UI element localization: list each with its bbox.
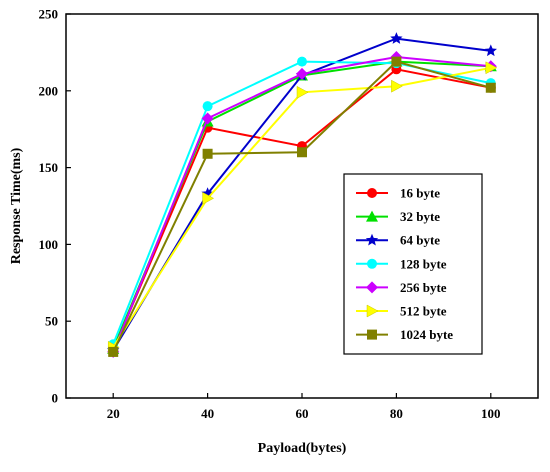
y-tick-label: 100 bbox=[39, 237, 59, 252]
x-tick-label: 40 bbox=[201, 406, 214, 421]
data-point bbox=[390, 32, 403, 44]
series-1024-byte bbox=[108, 56, 496, 357]
data-point bbox=[485, 61, 498, 75]
data-point bbox=[202, 191, 215, 205]
legend-label: 128 byte bbox=[400, 256, 447, 271]
y-tick-label: 150 bbox=[39, 160, 59, 175]
data-point bbox=[297, 147, 307, 158]
data-point bbox=[391, 79, 403, 93]
legend-marker bbox=[367, 258, 377, 269]
legend-item: 32 byte bbox=[356, 209, 440, 224]
data-point bbox=[296, 85, 309, 99]
legend: 16 byte 32 byte 64 byte 128 byte 256 byte 512… bbox=[343, 173, 483, 355]
x-tick-label: 60 bbox=[296, 406, 309, 421]
legend-label: 256 byte bbox=[400, 280, 447, 295]
x-tick-label: 100 bbox=[481, 406, 501, 421]
legend-item: 128 byte bbox=[356, 256, 447, 271]
y-tick-label: 0 bbox=[52, 391, 59, 406]
x-tick-label: 80 bbox=[390, 406, 403, 421]
series-512-byte bbox=[107, 61, 498, 354]
legend-label: 16 byte bbox=[400, 186, 440, 201]
legend-label: 512 byte bbox=[400, 304, 447, 319]
y-axis-title: Response Time(ms) bbox=[9, 147, 24, 264]
legend-label: 1024 byte bbox=[400, 327, 453, 342]
legend-item: 512 byte bbox=[356, 304, 447, 319]
data-point bbox=[297, 56, 307, 67]
legend-marker bbox=[367, 188, 377, 198]
legend-item: 16 byte bbox=[356, 186, 440, 201]
data-point bbox=[108, 346, 119, 357]
legend-item: 64 byte bbox=[356, 233, 440, 248]
y-tick-label: 200 bbox=[39, 83, 59, 98]
legend-item: 1024 byte bbox=[356, 327, 453, 342]
x-tick-label: 20 bbox=[107, 406, 120, 421]
legend-marker bbox=[366, 210, 378, 222]
data-point bbox=[201, 112, 214, 125]
data-point bbox=[485, 82, 496, 93]
legend-marker bbox=[366, 304, 379, 318]
data-point bbox=[391, 56, 402, 67]
legend-marker bbox=[367, 329, 377, 340]
data-point bbox=[296, 67, 308, 80]
legend-marker bbox=[366, 281, 378, 294]
legend-label: 64 byte bbox=[400, 233, 440, 248]
data-point bbox=[202, 148, 213, 159]
y-tick-label: 250 bbox=[39, 7, 59, 22]
data-point bbox=[484, 44, 497, 57]
legend-label: 32 byte bbox=[400, 209, 440, 224]
x-axis-title: Payload(bytes) bbox=[258, 441, 347, 456]
y-tick-label: 50 bbox=[45, 314, 58, 329]
legend-item: 256 byte bbox=[356, 280, 447, 295]
legend-marker bbox=[365, 233, 379, 246]
data-point bbox=[202, 101, 213, 112]
